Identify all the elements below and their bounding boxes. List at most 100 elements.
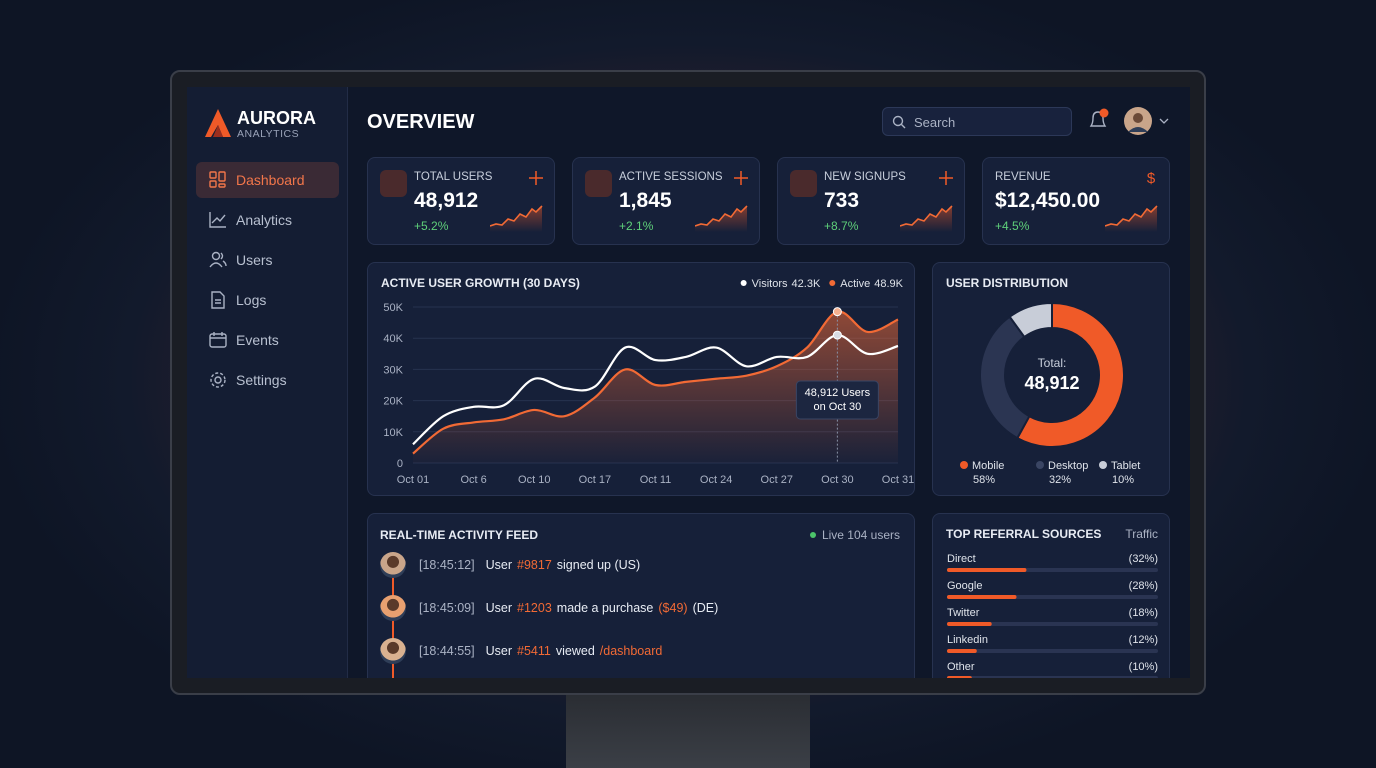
x-tick-label: Oct 01 <box>397 474 429 486</box>
feed-text: User <box>485 601 513 615</box>
feed-time: [18:44:55] <box>419 644 475 658</box>
x-tick-label: Oct 11 <box>640 474 672 486</box>
y-tick-label: 20K <box>383 396 403 408</box>
nav-label: Dashboard <box>236 172 305 188</box>
kpi-change: +5.2% <box>414 219 449 233</box>
series-line <box>412 333 899 446</box>
svg-text:$: $ <box>1147 170 1156 186</box>
chart-title: TOP REFERRAL SOURCES <box>946 527 1101 541</box>
nav-item[interactable]: Logs <box>196 282 339 318</box>
kpi-icon <box>585 170 612 197</box>
legend-label: Mobile <box>972 460 1004 472</box>
feed-status: Live 104 users <box>809 528 900 542</box>
feed-text: /dashboard <box>599 644 663 658</box>
chart-title: USER DISTRIBUTION <box>946 276 1068 290</box>
bar-label: Google <box>947 580 982 592</box>
distribution-card: USER DISTRIBUTION Total: 48,912 Mobile 58% De… <box>932 262 1170 496</box>
bar-value-label: (12%) <box>1129 634 1158 646</box>
nav-item[interactable]: Analytics <box>196 202 339 238</box>
nav-icon <box>209 251 227 268</box>
nav-label: Events <box>236 332 279 348</box>
legend-dot <box>1099 461 1107 469</box>
page-title: OVERVIEW <box>367 111 475 133</box>
nav-label: Settings <box>236 372 287 388</box>
legend-value: 42.3K <box>792 278 821 290</box>
sparkline <box>900 205 953 232</box>
y-tick-label: 50K <box>383 302 403 314</box>
brand-name: AURORA <box>237 108 316 128</box>
nav-label: Logs <box>236 292 267 308</box>
y-tick-label: 10K <box>383 427 403 439</box>
feed-item: [18:45:12] User #9817 signed up (US) <box>380 552 640 578</box>
x-tick-label: Oct 30 <box>821 474 853 486</box>
feed-text: signed up (US) <box>556 558 641 572</box>
bell[interactable] <box>1089 111 1107 127</box>
bar-track <box>947 649 1158 653</box>
brand-subtitle: ANALYTICS <box>237 128 300 140</box>
kpi-label: ACTIVE SESSIONS <box>619 171 723 183</box>
legend-dot <box>960 461 968 469</box>
pie-slice <box>1008 301 1053 339</box>
kpi-change: +8.7% <box>824 219 859 233</box>
search-icon <box>892 115 906 129</box>
bar-value-label: (10%) <box>1129 661 1158 673</box>
kpi-label: NEW SIGNUPS <box>824 171 906 183</box>
search-box[interactable]: Search <box>882 107 1072 136</box>
kpi-card: ACTIVE SESSIONS 1,845 +2.1% <box>572 157 760 245</box>
bar-value-label: (32%) <box>1129 553 1158 565</box>
tooltip <box>795 380 879 420</box>
y-tick-label: 40K <box>383 333 403 345</box>
feed-time: [18:45:12] <box>419 558 475 572</box>
feed-text: User <box>485 644 513 658</box>
legend-dot <box>740 280 747 286</box>
search-placeholder: Search <box>914 115 956 130</box>
kpi-corner-icon <box>734 171 748 185</box>
kpi-corner-icon <box>939 171 953 185</box>
monitor-stand <box>566 695 810 768</box>
feed-text: #9817 <box>517 558 552 572</box>
kpi-change: +2.1% <box>619 219 654 233</box>
nav-label: Users <box>236 252 273 268</box>
nav-item[interactable]: Settings <box>196 362 339 398</box>
sidebar: AURORA ANALYTICS Dashboard Analytics Users… <box>187 87 348 678</box>
sparkline <box>695 205 748 232</box>
feed-text: made a purchase <box>556 601 654 615</box>
legend-label: Desktop <box>1048 460 1088 472</box>
kpi-label: TOTAL USERS <box>414 171 493 183</box>
feed-text: #1203 <box>517 601 552 615</box>
x-tick-label: Oct 24 <box>700 474 732 486</box>
x-tick-label: Oct 10 <box>518 474 550 486</box>
line-chart: ACTIVE USER GROWTH (30 DAYS) 0 10K 20K 30K 40… <box>381 276 914 486</box>
y-tick-label: 0 <box>397 458 403 470</box>
nav-item[interactable]: Events <box>196 322 339 358</box>
x-tick-label: Oct 17 <box>579 474 611 486</box>
legend-dot <box>1036 461 1044 469</box>
nav-item[interactable]: Users <box>196 242 339 278</box>
bar <box>947 595 1017 599</box>
kpi-card: TOTAL USERS 48,912 +5.2% <box>367 157 555 245</box>
feed-time: [18:45:09] <box>419 601 475 615</box>
nav-icon <box>211 291 225 309</box>
series-line <box>412 310 899 455</box>
bar-track <box>947 676 1158 678</box>
feed-item: [18:44:55] User #5411 viewed/dashboard <box>380 638 662 664</box>
legend-value: 48.9K <box>874 278 903 290</box>
bar <box>947 649 977 653</box>
feed-text: (DE) <box>692 601 719 615</box>
center-value: 48,912 <box>1024 373 1079 393</box>
nav-icon <box>209 171 226 188</box>
legend-label: Active <box>840 278 870 290</box>
nav-item[interactable]: Dashboard <box>196 162 339 198</box>
tooltip-text: on Oct 30 <box>814 401 862 413</box>
bar <box>947 622 992 626</box>
legend-value: 32% <box>1049 474 1071 486</box>
bar-label: Direct <box>947 553 976 565</box>
bar-value-label: (18%) <box>1129 607 1158 619</box>
timeline <box>392 569 394 678</box>
feed-text: ($49) <box>658 601 688 615</box>
kpi-value: 1,845 <box>619 189 672 212</box>
sparkline <box>490 205 543 232</box>
feed-text: #5411 <box>517 644 551 658</box>
screen: AURORA ANALYTICS Dashboard Analytics Users… <box>187 87 1190 678</box>
